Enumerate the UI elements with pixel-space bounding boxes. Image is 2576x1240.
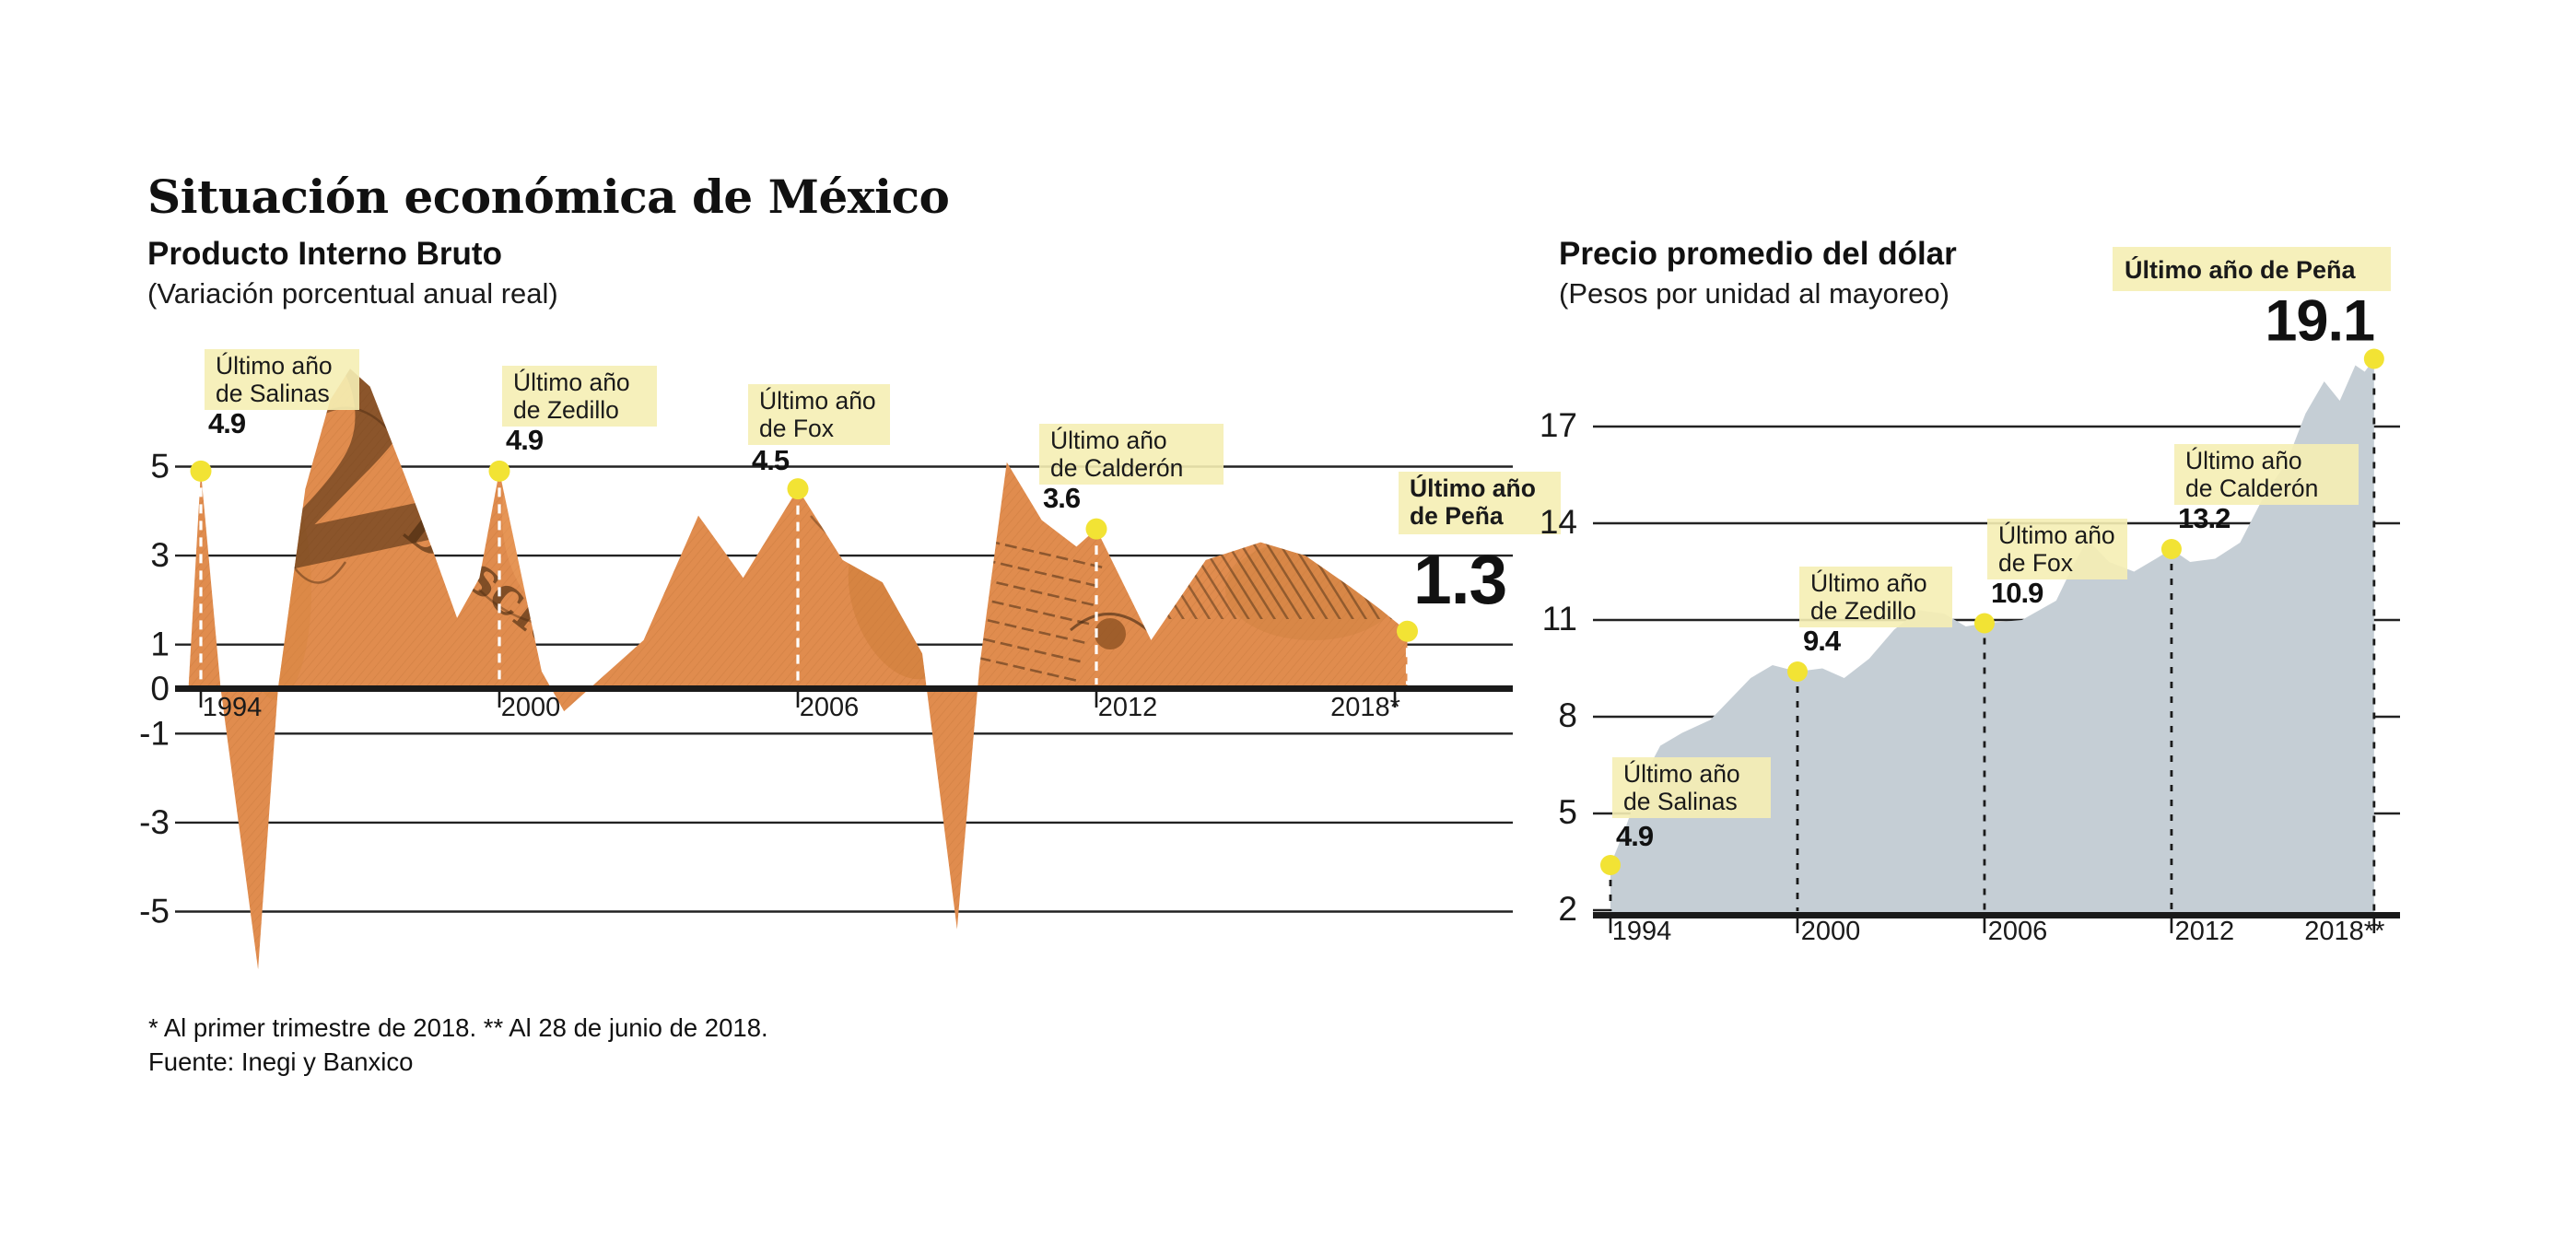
page-title: Situación económica de México <box>147 170 950 224</box>
usd-note-label-line2: de Calderón <box>2185 474 2318 502</box>
footnote: * Al primer trimestre de 2018. ** Al 28 … <box>148 1011 768 1079</box>
usd-note-value: 9.4 <box>1803 625 1842 657</box>
usd-y-axis-label: 11 <box>1542 600 1577 638</box>
usd-note-box <box>2174 444 2359 505</box>
usd-area <box>1610 358 2374 917</box>
gdp-data-dot <box>1085 518 1107 540</box>
gdp-note-label-line2: de Calderón <box>1050 454 1183 482</box>
gdp-y-axis-label: -5 <box>139 893 170 930</box>
usd-axis-baseline <box>1593 912 2400 918</box>
gdp-note-label-line2: de Salinas <box>216 380 330 407</box>
usd-note-label: Último año de Peña <box>2125 255 2357 284</box>
usd-note-label-line1: Último año <box>2185 447 2302 474</box>
usd-chart-plot: 17 14 11 8 5 2 1994 2000 2006 2012 2018** Último añ… <box>1540 247 2400 946</box>
usd-data-dot <box>1600 855 1621 875</box>
usd-x-axis-label: 1994 <box>1612 917 1672 946</box>
gdp-x-axis-label: 2012 <box>1098 693 1158 722</box>
gdp-x-axis-label: 2018* <box>1330 693 1400 722</box>
usd-note-label-line1: Último año <box>1998 521 2115 549</box>
gdp-y-axis-label: 3 <box>150 536 170 574</box>
usd-note-box <box>2113 247 2391 291</box>
usd-note-value: 4.9 <box>1616 820 1654 852</box>
gdp-texture-microtext <box>974 596 1093 626</box>
gdp-y-axis-label: 1 <box>150 626 170 663</box>
gdp-note-label-line1: Último año <box>759 387 876 415</box>
gdp-axis-baseline <box>175 685 1513 692</box>
gdp-note-label-line1: Último año <box>1410 474 1536 502</box>
usd-data-dot <box>1786 661 1808 682</box>
usd-note-label-line2: de Zedillo <box>1810 597 1916 625</box>
usd-y-axis-label: 8 <box>1558 696 1577 734</box>
usd-note-label-line1: Último año <box>1623 760 1740 788</box>
gdp-texture-microtext <box>988 539 1106 569</box>
usd-y-axis-label: 14 <box>1540 503 1577 541</box>
gdp-y-axis-label: -3 <box>139 803 170 841</box>
gdp-note-value: 4.9 <box>208 407 246 439</box>
gdp-y-axis-label: -1 <box>139 714 170 752</box>
gdp-note-label-line1: Último año <box>216 352 333 380</box>
usd-chart-title: Precio promedio del dólar <box>1559 236 1957 272</box>
gdp-chart-title: Producto Interno Bruto <box>147 236 502 272</box>
usd-note-value: 10.9 <box>1991 577 2043 609</box>
usd-y-axis-label: 5 <box>1558 793 1577 831</box>
gdp-x-axis-label: 1994 <box>203 693 263 722</box>
gdp-note-label-line2: de Fox <box>759 415 834 442</box>
footnote-line-2: Fuente: Inegi y Banxico <box>148 1047 414 1076</box>
gdp-data-dot <box>1397 620 1418 642</box>
gdp-y-axis-label: 5 <box>150 448 170 485</box>
usd-note-box <box>1612 757 1771 818</box>
gdp-note-value: 3.6 <box>1043 482 1081 514</box>
gdp-note-value: 4.5 <box>752 444 790 476</box>
usd-chart-subtitle: (Pesos por unidad al mayoreo) <box>1559 277 1950 310</box>
gdp-note-value: 1.3 <box>1413 541 1506 618</box>
gdp-note-box <box>1399 472 1561 534</box>
gdp-note-label-line2: de Zedillo <box>513 396 619 424</box>
gdp-note-label-line2: de Peña <box>1410 502 1504 530</box>
gdp-note-box <box>205 349 359 410</box>
usd-data-dot <box>2363 348 2384 369</box>
usd-note-label-line2: de Salinas <box>1623 788 1738 815</box>
usd-note-label-line1: Último año <box>1810 569 1927 597</box>
usd-note-value: 13.2 <box>2178 502 2230 534</box>
usd-x-axis-label: 2000 <box>1801 917 1861 946</box>
usd-note-label-line2: de Fox <box>1998 549 2073 577</box>
gdp-note-value: 4.9 <box>506 424 544 456</box>
gdp-texture-stripes <box>1156 509 1408 619</box>
usd-x-axis-label: 2018** <box>2304 917 2384 946</box>
gdp-texture-eye <box>1095 618 1126 649</box>
usd-x-axis-label: 2006 <box>1988 917 2048 946</box>
usd-y-axis-label: 17 <box>1540 406 1577 444</box>
gdp-data-dot <box>488 460 510 482</box>
gdp-data-dot <box>190 460 212 482</box>
usd-data-dot <box>2160 539 2182 559</box>
gdp-chart-subtitle: (Variación porcentual anual real) <box>147 277 558 310</box>
usd-y-axis-label: 2 <box>1558 890 1577 928</box>
gdp-texture-microtext <box>970 614 1088 645</box>
gdp-texture-eyelid <box>1070 613 1151 634</box>
gdp-note-box <box>502 366 657 427</box>
footnote-line-1: * Al primer trimestre de 2018. ** Al 28 … <box>148 1013 768 1042</box>
gdp-texture-microtext <box>966 634 1083 663</box>
gdp-note-label-line1: Último año <box>513 368 630 396</box>
gdp-x-axis-label: 2000 <box>501 693 561 722</box>
usd-note-box <box>1987 519 2127 579</box>
usd-x-axis-label: 2012 <box>2175 917 2235 946</box>
usd-note-box <box>1799 567 1952 627</box>
gdp-note-box <box>748 384 890 445</box>
usd-data-dot <box>1973 613 1995 634</box>
gdp-texture-microtext <box>983 558 1101 589</box>
gdp-note-box <box>1039 424 1224 485</box>
gdp-y-axis-label: 0 <box>150 670 170 708</box>
gdp-texture-microtext <box>961 652 1080 683</box>
gdp-note-label-line1: Último año <box>1050 427 1167 454</box>
gdp-x-axis-label: 2006 <box>800 693 860 722</box>
gdp-data-dot <box>787 478 809 500</box>
usd-note-value: 19.1 <box>2265 288 2374 353</box>
gdp-texture-microtext <box>978 577 1096 607</box>
